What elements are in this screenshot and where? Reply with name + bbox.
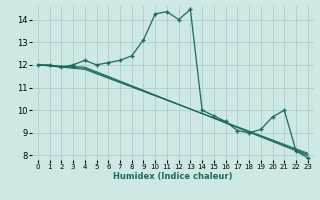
X-axis label: Humidex (Indice chaleur): Humidex (Indice chaleur) [113,172,233,181]
